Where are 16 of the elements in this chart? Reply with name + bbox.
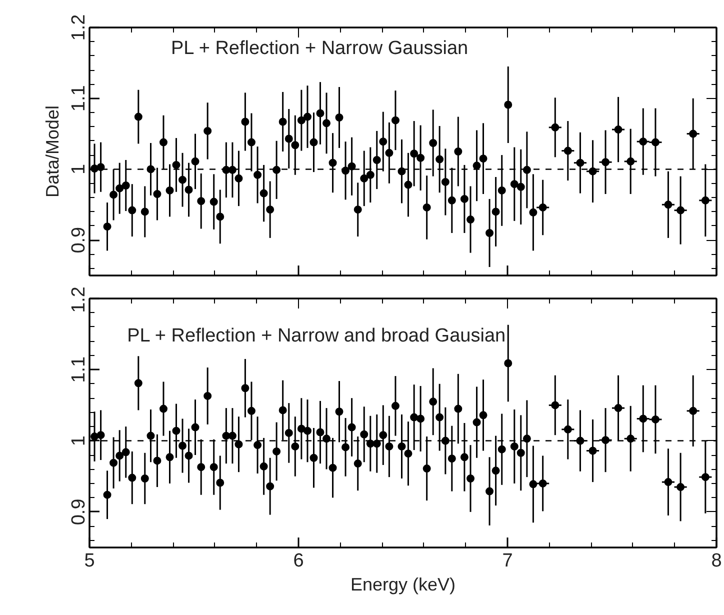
x-tick-label: 8 bbox=[711, 550, 722, 572]
y-tick-label: 1.1 bbox=[68, 356, 90, 383]
y-tick-label: 0.9 bbox=[68, 498, 90, 526]
annotation: PL + Reflection + Narrow and broad Gausian bbox=[127, 325, 506, 346]
y-tick-label: 0.9 bbox=[68, 226, 90, 254]
y-tick-label: 1 bbox=[68, 435, 90, 446]
x-tick-label: 5 bbox=[84, 550, 95, 572]
y-tick-label: 1.1 bbox=[68, 85, 90, 112]
x-axis-title: Energy (keV) bbox=[350, 574, 456, 594]
y-axis-title: Data/Model bbox=[42, 105, 62, 198]
annotation: PL + Reflection + Narrow Gaussian bbox=[171, 38, 468, 60]
y-tick-label: 1 bbox=[68, 164, 90, 174]
y-tick-label: 1.2 bbox=[68, 14, 90, 41]
x-tick-label: 7 bbox=[502, 550, 513, 572]
x-tick-label: 6 bbox=[293, 550, 304, 572]
y-tick-label: 1.2 bbox=[68, 286, 90, 313]
